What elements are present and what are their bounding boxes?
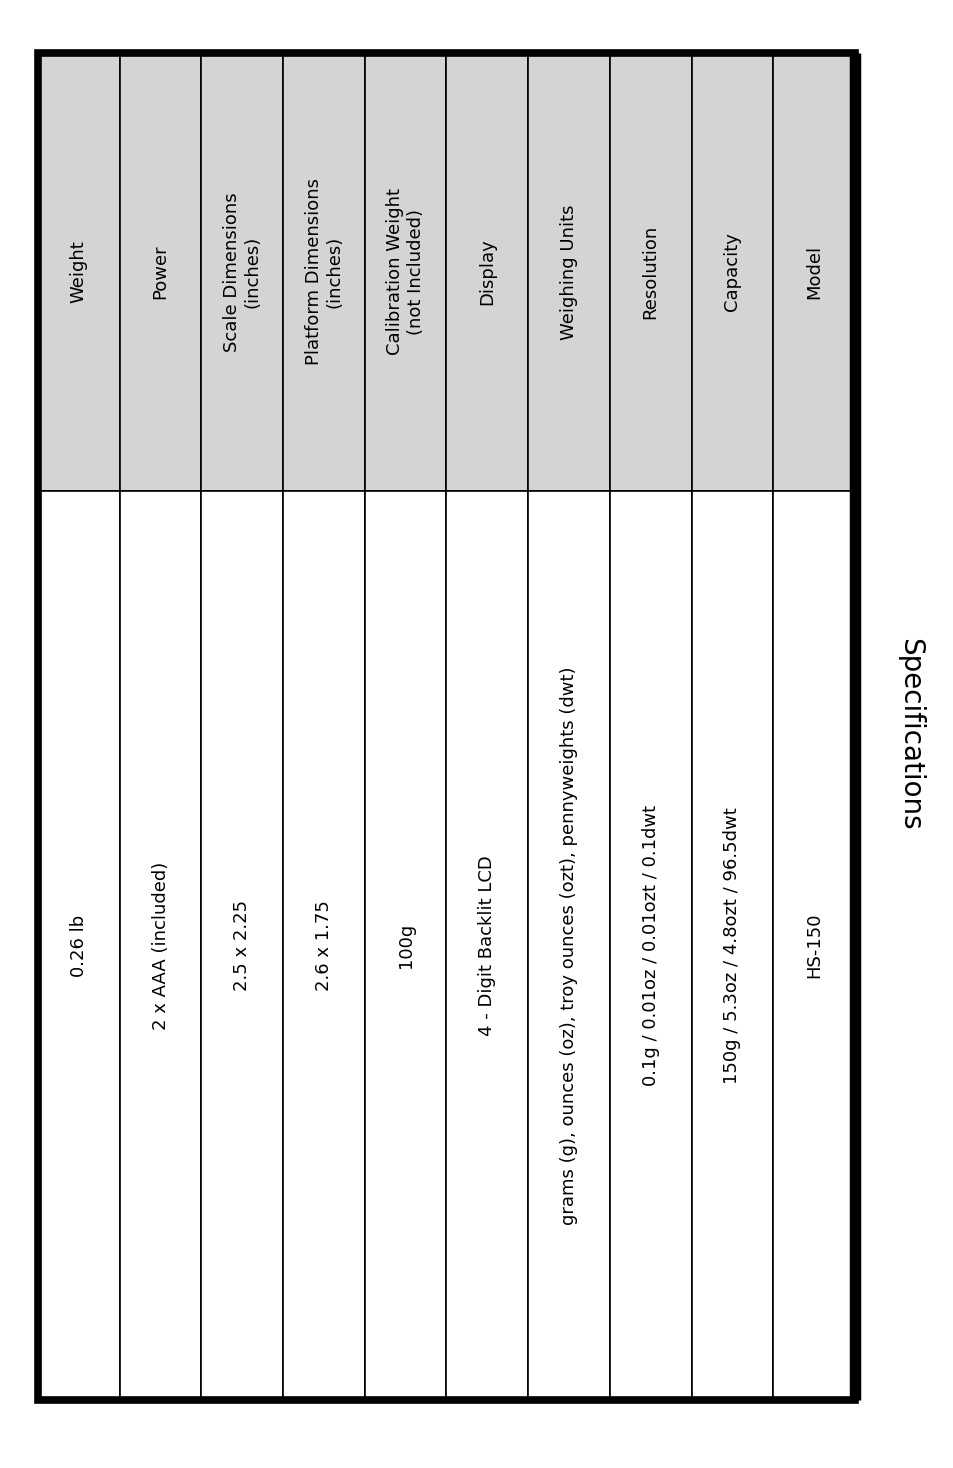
Text: Display: Display [477, 238, 496, 305]
Text: 150g / 5.3oz / 4.8ozt / 96.5dwt: 150g / 5.3oz / 4.8ozt / 96.5dwt [722, 807, 740, 1083]
Text: 0.26 lb: 0.26 lb [70, 915, 88, 976]
Text: Scale Dimensions
(inches): Scale Dimensions (inches) [223, 192, 261, 352]
Bar [201, 490, 283, 1400]
Text: HS-150: HS-150 [804, 913, 822, 978]
Text: Calibration Weight
(not Included): Calibration Weight (not Included) [386, 188, 425, 355]
Text: Capacity: Capacity [722, 232, 740, 311]
Text: Specifications: Specifications [895, 637, 923, 831]
Bar [119, 490, 201, 1400]
Bar [38, 490, 119, 1400]
Bar [364, 490, 446, 1400]
Text: Weighing Units: Weighing Units [559, 204, 578, 339]
Bar [691, 53, 773, 490]
Text: Power: Power [152, 245, 170, 299]
Bar [38, 53, 854, 1400]
Text: 0.1g / 0.01oz / 0.01ozt / 0.1dwt: 0.1g / 0.01oz / 0.01ozt / 0.1dwt [641, 804, 659, 1086]
Bar [283, 490, 364, 1400]
Bar [38, 53, 119, 490]
Bar [609, 53, 691, 490]
Bar [609, 490, 691, 1400]
Bar [201, 53, 283, 490]
Bar [446, 53, 528, 490]
Bar [528, 490, 609, 1400]
Text: Platform Dimensions
(inches): Platform Dimensions (inches) [304, 179, 343, 366]
Bar [283, 53, 364, 490]
Text: Resolution: Resolution [641, 225, 659, 319]
Bar [773, 53, 854, 490]
Text: 2.6 x 1.75: 2.6 x 1.75 [314, 900, 333, 991]
Bar [528, 53, 609, 490]
Text: 4 - Digit Backlit LCD: 4 - Digit Backlit LCD [477, 854, 496, 1036]
Text: Weight: Weight [70, 241, 88, 304]
Bar [446, 490, 528, 1400]
Bar [119, 53, 201, 490]
Text: 2 x AAA (included): 2 x AAA (included) [152, 862, 170, 1029]
Bar [691, 490, 773, 1400]
Text: 2.5 x 2.25: 2.5 x 2.25 [233, 900, 251, 991]
Text: grams (g), ounces (oz), troy ounces (ozt), pennyweights (dwt): grams (g), ounces (oz), troy ounces (ozt… [559, 666, 578, 1224]
Text: 100g: 100g [396, 923, 415, 967]
Bar [364, 53, 446, 490]
Text: Model: Model [804, 245, 822, 299]
Bar [773, 490, 854, 1400]
